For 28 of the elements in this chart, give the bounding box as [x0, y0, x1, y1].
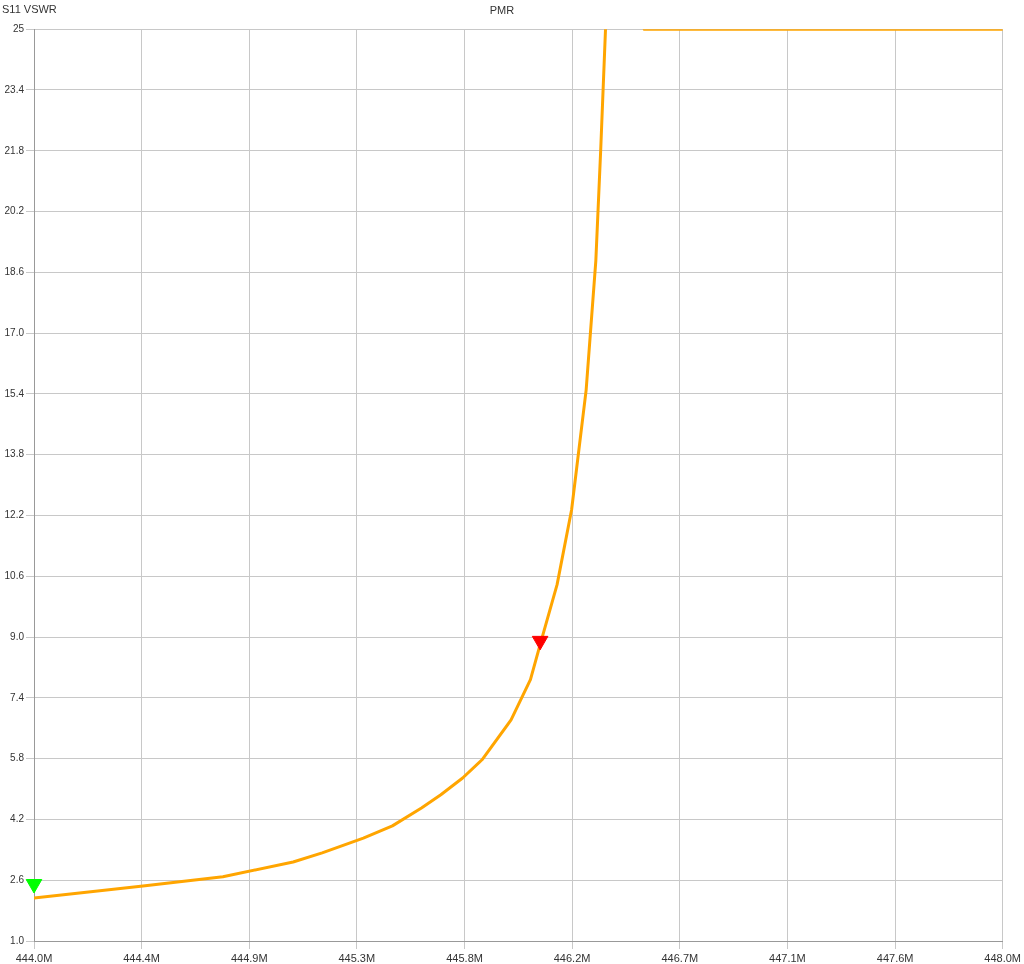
y-tick-label: 20.2 [4, 205, 25, 217]
x-tick-label: 445.3M [338, 951, 376, 964]
x-tick-label: 447.6M [876, 951, 914, 964]
chart-title: PMR [489, 3, 515, 16]
y-tick-label: 12.2 [4, 509, 25, 521]
y-tick-label: 13.8 [4, 448, 25, 460]
x-tick-label: 444.9M [230, 951, 268, 964]
y-tick-label: 5.8 [10, 752, 25, 764]
y-tick-label: 2.6 [10, 873, 25, 885]
y-tick-label: 17.0 [4, 326, 25, 338]
y-tick-label: 1.0 [10, 934, 25, 946]
x-tick-label: 444.0M [15, 951, 53, 964]
x-tick-label: 446.7M [661, 951, 699, 964]
y-tick-label: 21.8 [4, 144, 25, 156]
y-tick-label: 18.6 [4, 266, 25, 278]
y-tick-label: 9.0 [10, 630, 25, 642]
y-tick-label: 7.4 [10, 691, 25, 703]
x-tick-label: 445.8M [446, 951, 483, 964]
y-axis-title: S11 VSWR [2, 2, 57, 15]
x-tick-label: 446.2M [553, 951, 591, 964]
y-tick-label: 25 [12, 22, 25, 34]
y-tick-label: 15.4 [4, 387, 25, 399]
y-tick-label: 23.4 [4, 83, 25, 95]
y-tick-label: 4.2 [10, 813, 25, 825]
x-tick-label: 444.4M [123, 951, 160, 964]
x-tick-label: 447.1M [769, 951, 806, 964]
x-tick-label: 448.0M [984, 951, 1022, 964]
y-tick-label: 10.6 [4, 570, 25, 582]
